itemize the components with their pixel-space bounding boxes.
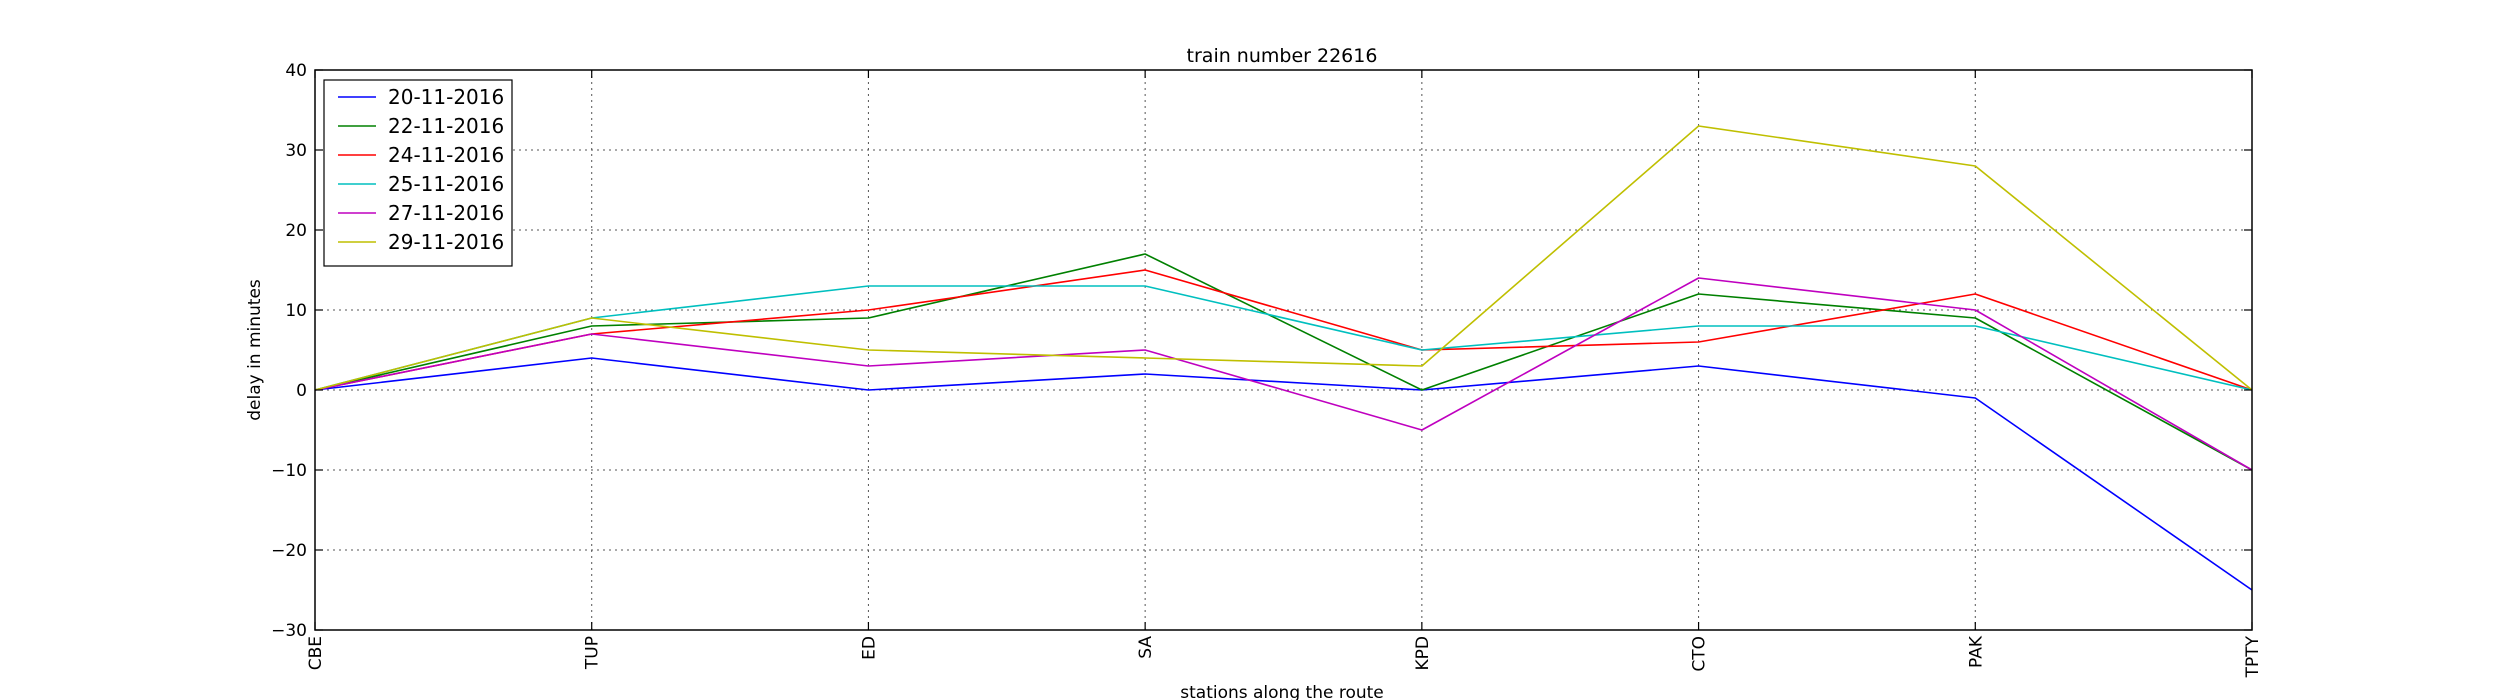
legend-label: 29-11-2016 [388, 230, 504, 254]
y-tick-label: 10 [285, 301, 307, 321]
legend-box [323, 79, 513, 267]
x-axis-label: stations along the route [1180, 683, 1384, 700]
y-tick-label: −30 [271, 621, 307, 641]
legend-label: 27-11-2016 [388, 201, 504, 225]
legend-label: 25-11-2016 [388, 172, 504, 196]
series-line-27-11-2016 [314, 277, 2253, 471]
y-tick-label: 0 [296, 381, 307, 401]
x-tick-label: CBE [306, 636, 326, 670]
y-tick-label: 40 [285, 61, 307, 81]
grid-layer [315, 70, 2252, 630]
series-line-22-11-2016 [314, 253, 2253, 471]
y-axis-label: delay in minutes [245, 279, 265, 421]
chart-title: train number 22616 [1187, 45, 1378, 67]
y-tick-label: −20 [271, 541, 307, 561]
series-line-25-11-2016 [314, 285, 2253, 391]
x-tick-label: TUP [583, 636, 603, 670]
legend-label: 22-11-2016 [388, 114, 504, 138]
series-line-24-11-2016 [314, 269, 2253, 391]
x-tick-label: PAK [1966, 635, 1986, 668]
x-axis: CBE TUP ED SA KPD CTO PAK TPTY [306, 70, 2263, 678]
legend-label: 20-11-2016 [388, 85, 504, 109]
plot-frame [314, 69, 2253, 631]
y-tick-label: 20 [285, 221, 307, 241]
x-tick-label: CTO [1690, 636, 1710, 672]
series-line-29-11-2016 [314, 125, 2253, 391]
y-axis: −30 −20 −10 0 10 20 30 40 [271, 61, 2252, 641]
x-tick-label: TPTY [2243, 635, 2263, 678]
series-line-20-11-2016 [314, 357, 2253, 591]
x-tick-label: KPD [1413, 636, 1433, 671]
legend: 20-11-2016 22-11-2016 24-11-2016 25-11-2016… [323, 79, 513, 267]
series-layer [314, 125, 2253, 591]
y-tick-label: −10 [271, 461, 307, 481]
x-tick-label: SA [1136, 636, 1156, 659]
x-tick-label: ED [859, 636, 879, 660]
legend-label: 24-11-2016 [388, 143, 504, 167]
y-tick-label: 30 [285, 141, 307, 161]
